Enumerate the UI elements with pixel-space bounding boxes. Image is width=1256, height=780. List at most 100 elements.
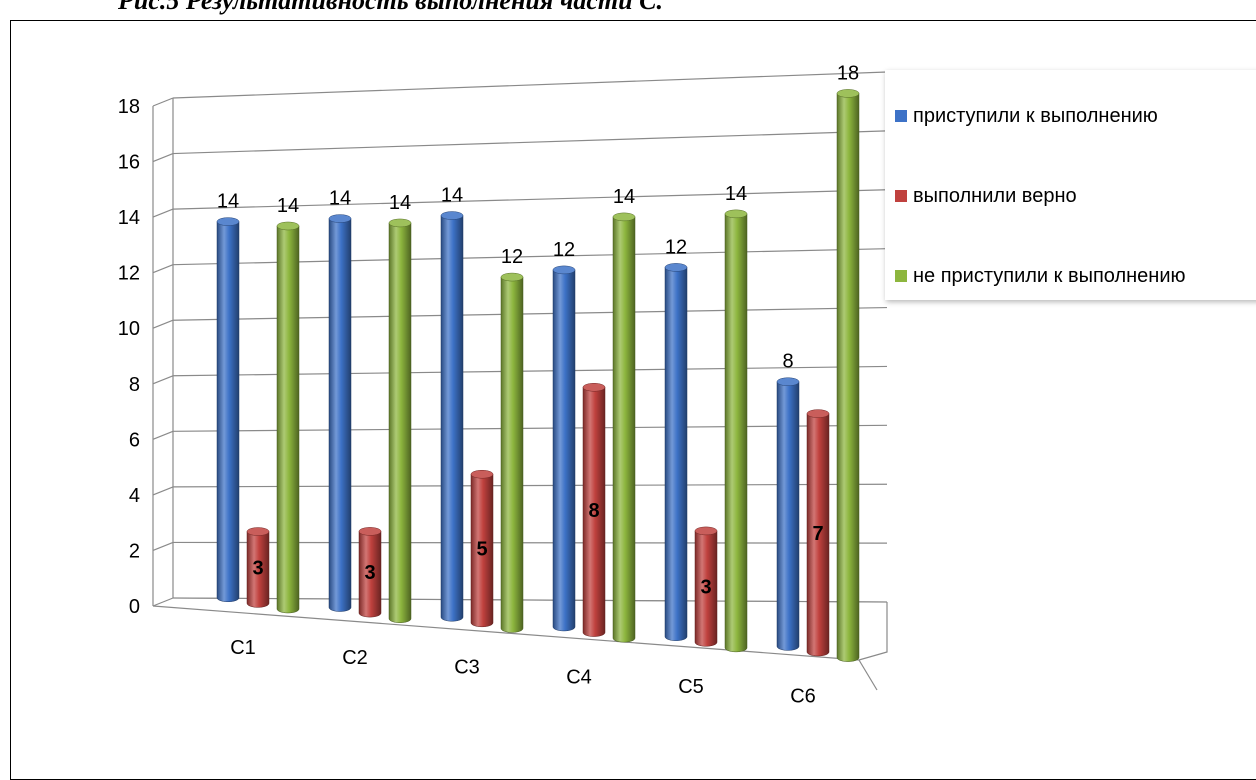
bar — [806, 409, 830, 657]
data-label: 3 — [700, 577, 711, 599]
bar-body — [470, 473, 494, 628]
bar-body — [664, 267, 688, 641]
bar — [470, 469, 494, 628]
data-label: 14 — [441, 185, 463, 207]
bar-body — [216, 221, 240, 602]
x-tick-label: С6 — [790, 686, 816, 708]
data-label: 14 — [277, 195, 299, 217]
data-label: 14 — [613, 186, 635, 208]
bar-body — [328, 218, 352, 612]
bar-body — [724, 213, 748, 653]
bar-body — [806, 413, 830, 657]
bar-cap — [664, 263, 688, 272]
bar-body — [582, 387, 606, 637]
figure-caption: Рис.5 Результативность выполнения части … — [118, 0, 663, 15]
bar — [500, 272, 524, 633]
legend-label: приступили к выполнению — [913, 104, 1158, 127]
bar-cap — [776, 377, 800, 386]
bar — [612, 212, 636, 643]
bar-cap — [440, 211, 464, 220]
legend-swatch — [895, 190, 907, 202]
bar-body — [612, 216, 636, 643]
bar — [582, 383, 606, 637]
bar-body — [694, 530, 718, 647]
data-label: 12 — [665, 236, 687, 258]
y-tick-label: 0 — [129, 596, 140, 618]
data-label: 3 — [252, 557, 263, 579]
bars — [216, 89, 860, 662]
bar-body — [276, 225, 300, 614]
data-label: 14 — [389, 192, 411, 214]
legend-item: не приступили к выполнению — [895, 262, 1186, 290]
bar-body — [552, 269, 576, 632]
chart-legend: приступили к выполнению выполнили верно не… — [885, 70, 1256, 300]
bar — [694, 526, 718, 647]
data-label: 12 — [553, 239, 575, 261]
y-tick-label: 4 — [129, 485, 140, 507]
y-tick-label: 6 — [129, 429, 140, 451]
data-label: 12 — [501, 246, 523, 268]
bar — [276, 221, 300, 614]
y-tick-label: 12 — [118, 263, 140, 285]
y-tick-label: 14 — [118, 207, 140, 229]
legend-item: приступили к выполнению — [895, 102, 1158, 130]
bar-cap — [836, 89, 860, 98]
data-label: 3 — [364, 562, 375, 584]
data-label: 7 — [812, 523, 823, 545]
bar-cap — [216, 217, 240, 226]
bar-chart-3d: 0 2 4 6 8 10 12 14 16 18 14 3 14 С1 14 3 14 С2 14 5 12 С3 12 8 1… — [118, 62, 888, 708]
bar — [440, 211, 464, 622]
legend-label: не приступили к выполнению — [913, 264, 1186, 287]
bar-cap — [470, 469, 494, 479]
bar-cap — [246, 527, 270, 536]
bar — [358, 527, 382, 618]
x-tick-label: С4 — [566, 666, 592, 688]
bar-body — [246, 531, 270, 608]
data-label: 14 — [217, 191, 239, 213]
x-tick-label: С2 — [342, 647, 368, 669]
y-tick-label: 10 — [118, 318, 140, 340]
legend-label: выполнили верно — [913, 184, 1077, 207]
x-tick-label: С3 — [454, 657, 480, 679]
data-label: 18 — [837, 62, 859, 84]
legend-swatch — [895, 270, 907, 282]
gridline — [172, 130, 888, 155]
x-tick-label: С5 — [678, 676, 704, 698]
bar-cap — [724, 209, 748, 219]
data-label: 14 — [329, 188, 351, 210]
bar-body — [776, 381, 800, 651]
bar-body — [500, 276, 524, 633]
data-label: 8 — [588, 500, 599, 522]
bar — [836, 89, 860, 662]
bar — [664, 263, 688, 641]
bar — [552, 265, 576, 632]
bar-cap — [358, 527, 382, 536]
bar — [776, 377, 800, 651]
bar-body — [388, 222, 412, 623]
data-label: 5 — [476, 539, 487, 561]
bar-cap — [500, 272, 524, 282]
legend-swatch — [895, 110, 907, 122]
bar — [246, 527, 270, 608]
x-tick-label: С1 — [230, 637, 256, 659]
bar-body — [440, 215, 464, 622]
gridline — [172, 189, 888, 210]
gridline — [172, 71, 888, 99]
bar — [216, 217, 240, 602]
bar-cap — [388, 218, 412, 228]
legend-item: выполнили верно — [895, 182, 1077, 210]
y-tick-label: 16 — [118, 152, 140, 174]
bar-cap — [806, 409, 830, 418]
bar — [388, 218, 412, 623]
data-label: 14 — [725, 183, 747, 205]
data-label: 8 — [782, 351, 793, 373]
bar-cap — [582, 383, 606, 392]
bar-cap — [328, 214, 352, 223]
bar-body — [358, 531, 382, 618]
y-tick-label: 8 — [129, 374, 140, 396]
bar-cap — [552, 265, 576, 275]
y-tick-label: 2 — [129, 540, 140, 562]
bar — [724, 209, 748, 653]
bar-cap — [612, 212, 636, 222]
bar — [328, 214, 352, 612]
